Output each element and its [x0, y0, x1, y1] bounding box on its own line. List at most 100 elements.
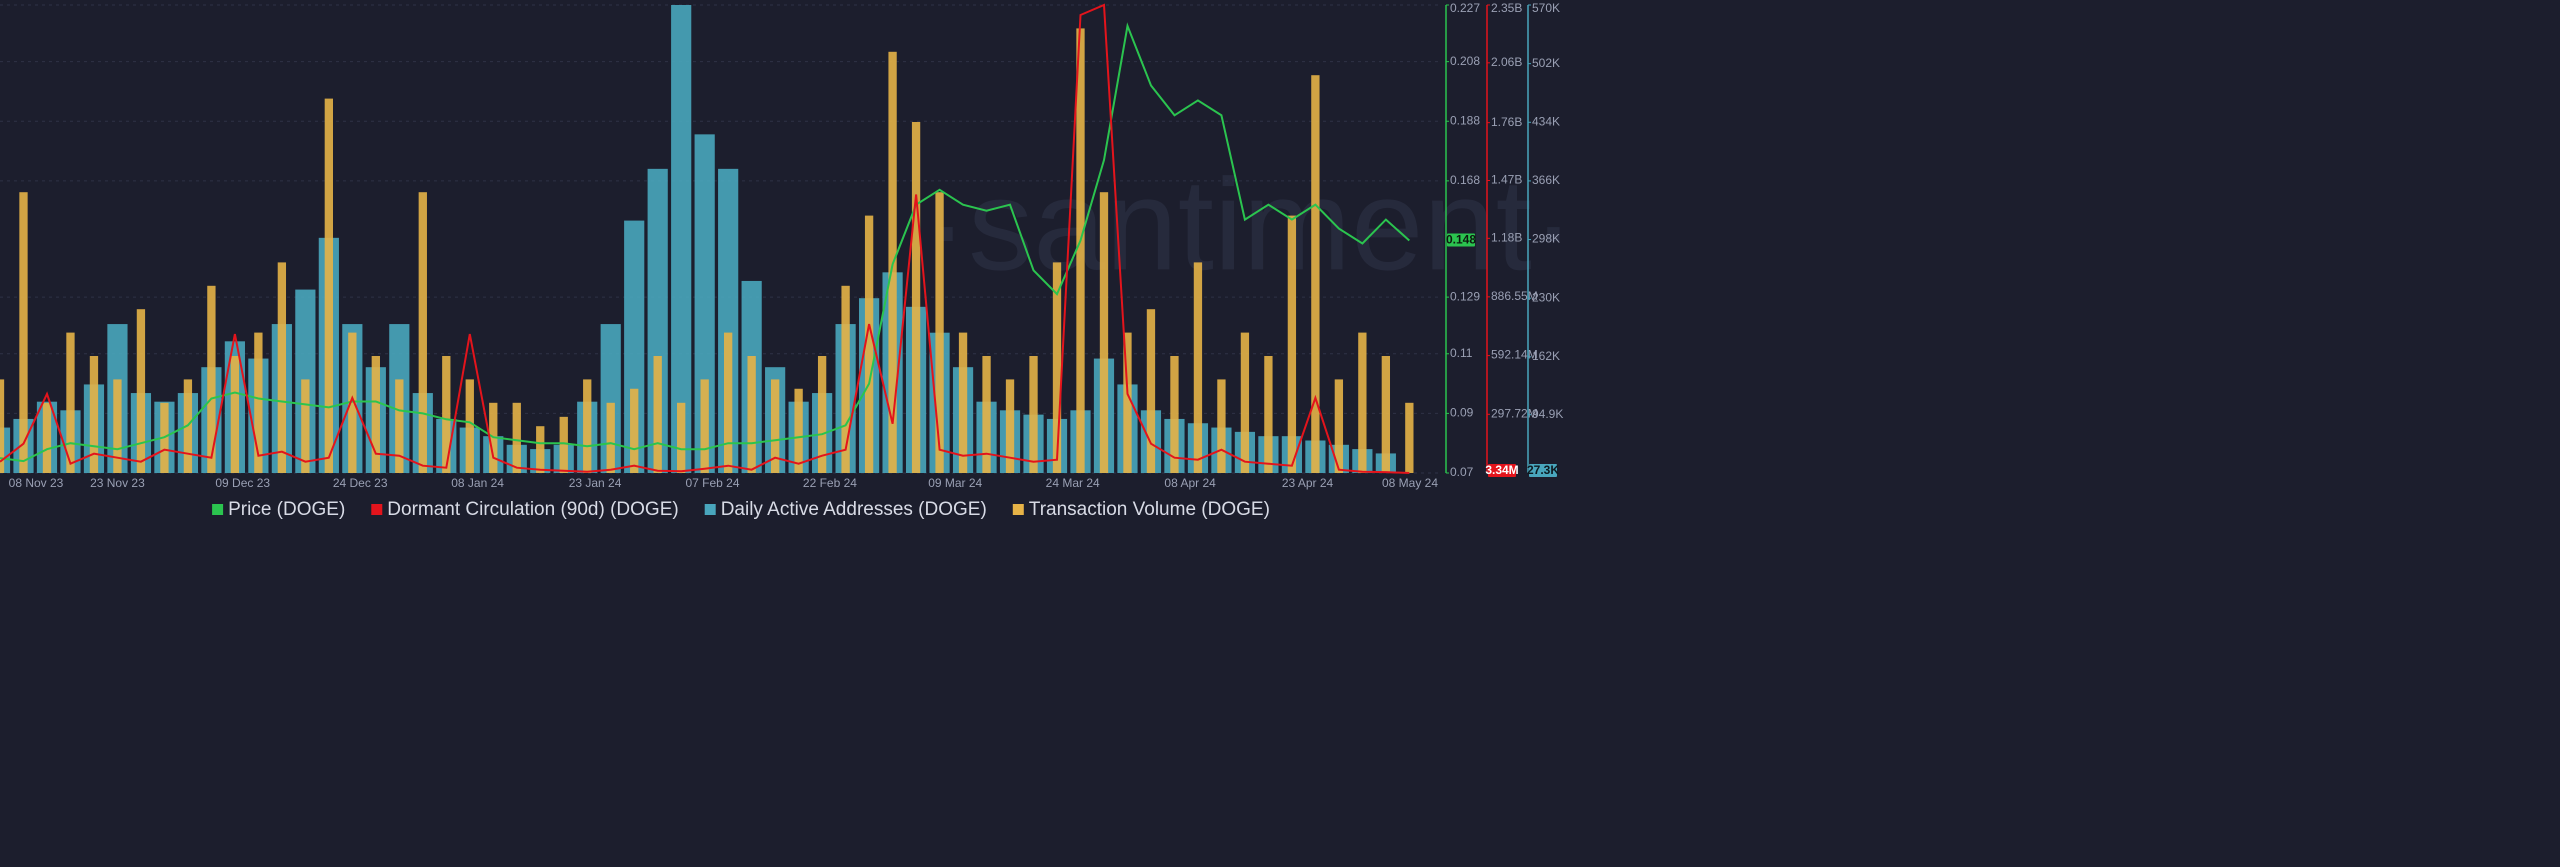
- y-tick-label: 1.76B: [1491, 115, 1522, 129]
- value-badge-label: 0.148: [1446, 233, 1476, 247]
- y-tick-label: 502K: [1532, 56, 1560, 70]
- x-tick-label: 09 Mar 24: [928, 476, 982, 490]
- value-badge: [1447, 233, 1475, 247]
- bar: [465, 379, 474, 473]
- bar: [794, 388, 803, 473]
- y-tick-label: 0.208: [1450, 54, 1480, 68]
- y-tick-label: 0.168: [1450, 173, 1480, 187]
- value-badge: [1488, 464, 1516, 477]
- bar: [911, 122, 921, 473]
- y-tick-label: 0.227: [1450, 1, 1480, 15]
- y-tick-label: 0.188: [1450, 113, 1480, 127]
- x-tick-label: 23 Jan 24: [569, 476, 622, 490]
- x-tick-label: 08 Nov 23: [9, 476, 64, 490]
- bar: [671, 5, 692, 473]
- bar: [583, 379, 592, 473]
- y-tick-label: 297.72M: [1491, 406, 1538, 420]
- bar: [395, 379, 404, 473]
- bar: [1123, 332, 1132, 473]
- bar: [1029, 356, 1038, 473]
- bar: [1193, 262, 1203, 473]
- y-tick-label: 230K: [1532, 290, 1560, 304]
- bar: [136, 309, 146, 473]
- bar: [747, 356, 756, 473]
- bar: [1076, 28, 1085, 474]
- bar: [653, 356, 662, 473]
- y-tick-label: 0.11: [1450, 346, 1473, 360]
- bar: [1146, 309, 1156, 473]
- legend-swatch: [212, 504, 224, 515]
- x-tick-label: 24 Mar 24: [1046, 476, 1100, 490]
- bar: [1170, 356, 1179, 473]
- bar: [418, 192, 427, 473]
- legend-label: Dormant Circulation (90d) (DOGE): [387, 499, 678, 520]
- bar: [624, 220, 645, 473]
- legend-swatch: [1012, 504, 1024, 515]
- bar: [348, 332, 357, 473]
- bar: [1405, 402, 1414, 473]
- bar: [89, 356, 99, 473]
- y-tick-label: 298K: [1532, 232, 1560, 246]
- y-tick-label: 886.55M: [1491, 289, 1538, 303]
- bar: [324, 98, 334, 473]
- bar: [42, 402, 52, 473]
- bar: [1334, 379, 1344, 473]
- bar: [0, 427, 11, 473]
- bar: [277, 262, 287, 473]
- line: [0, 3, 1410, 474]
- bar: [442, 356, 451, 473]
- y-tick-label: 366K: [1532, 173, 1560, 187]
- bar: [770, 379, 780, 473]
- bar: [559, 416, 568, 473]
- bar: [958, 332, 968, 473]
- watermark: ·santiment·: [925, 151, 1575, 297]
- y-tick-label: 94.9K: [1532, 407, 1563, 421]
- y-tick-label: 570K: [1532, 1, 1560, 15]
- y-tick-label: 162K: [1532, 349, 1560, 363]
- bar: [700, 379, 709, 473]
- value-badge-label: 3.34M: [1485, 463, 1518, 477]
- y-tick-label: 434K: [1532, 114, 1560, 128]
- x-tick-label: 22 Feb 24: [803, 476, 857, 490]
- x-tick-label: 09 Dec 23: [215, 476, 270, 490]
- value-badge-label: 27.3K: [1527, 463, 1559, 477]
- y-tick-label: 0.09: [1450, 406, 1474, 420]
- x-tick-label: 08 Apr 24: [1164, 476, 1216, 490]
- bar: [1217, 379, 1226, 473]
- bar: [718, 168, 739, 474]
- value-badge: [1529, 464, 1557, 477]
- legend-swatch: [371, 504, 383, 515]
- bar: [0, 379, 5, 473]
- bar: [371, 356, 380, 473]
- y-tick-label: 2.06B: [1491, 55, 1522, 69]
- bar: [207, 285, 216, 473]
- bar: [1381, 356, 1391, 473]
- bar: [66, 332, 75, 473]
- y-tick-label: 2.35B: [1491, 1, 1522, 15]
- bar: [1287, 215, 1297, 473]
- bar: [536, 426, 545, 473]
- bar: [677, 402, 686, 473]
- bar: [1052, 262, 1062, 473]
- line: [0, 22, 1410, 463]
- bar: [841, 285, 850, 473]
- bar: [512, 402, 521, 473]
- y-tick-label: 1.18B: [1491, 231, 1522, 245]
- bar: [113, 379, 122, 473]
- legend: Price (DOGE) Dormant Circulation (90d) (D…: [212, 499, 1270, 520]
- bar: [647, 168, 668, 474]
- bar: [600, 324, 621, 473]
- legend-label: Daily Active Addresses (DOGE): [721, 499, 987, 520]
- x-tick-label: 08 May 24: [1382, 476, 1438, 490]
- bar: [606, 402, 615, 473]
- bar: [254, 332, 263, 473]
- x-tick-label: 23 Nov 23: [90, 476, 145, 490]
- y-tick-label: 0.129: [1450, 289, 1480, 303]
- bar: [19, 192, 28, 473]
- bar: [1240, 332, 1250, 473]
- x-tick-label: 23 Apr 24: [1282, 476, 1334, 490]
- legend-swatch: [704, 504, 716, 515]
- x-tick-label: 08 Jan 24: [451, 476, 504, 490]
- bar: [1005, 379, 1015, 473]
